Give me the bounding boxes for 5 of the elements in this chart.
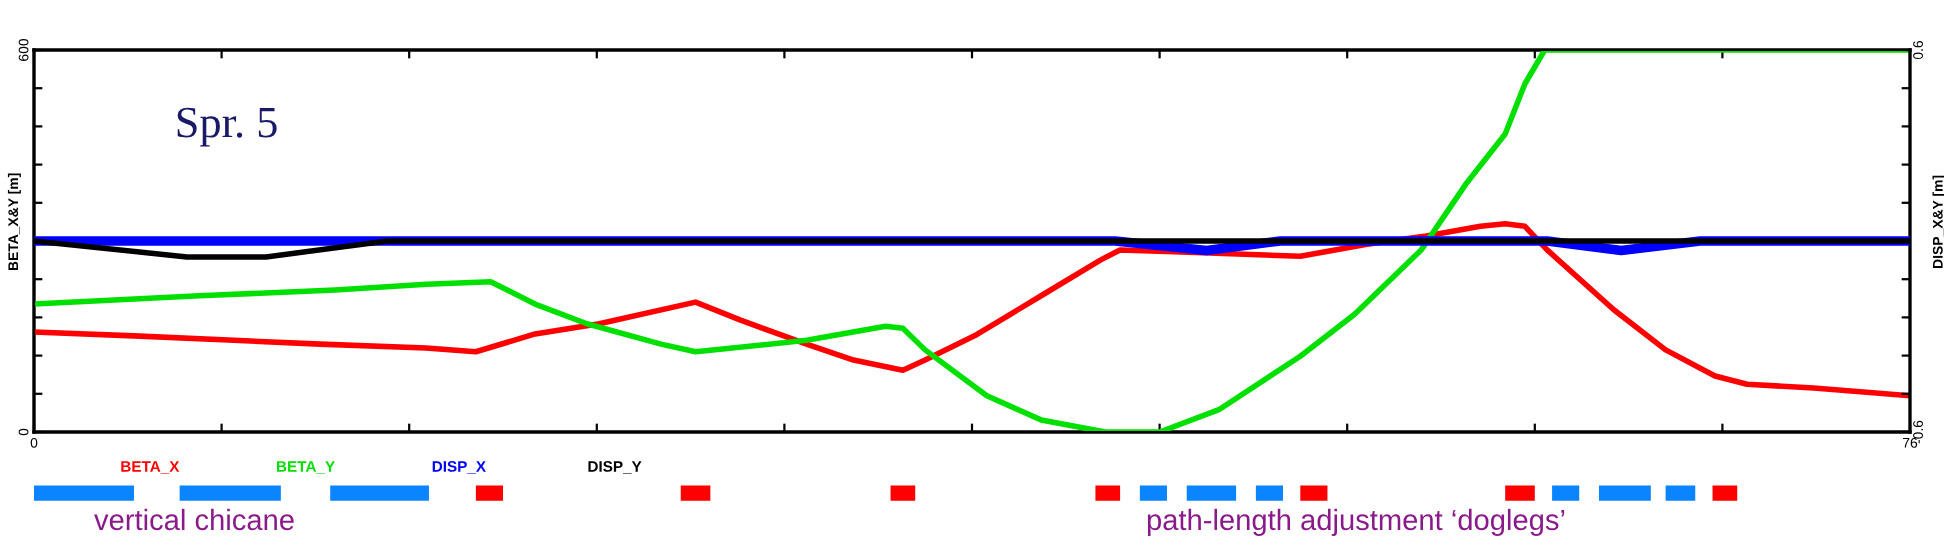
line-series: [34, 50, 1910, 432]
text: vertical chicane: [94, 508, 294, 531]
line-series: [34, 221, 1910, 399]
text: Spr. 5: [177, 107, 277, 147]
text: path-length adjustment ‘doglegs’: [1147, 508, 1565, 536]
